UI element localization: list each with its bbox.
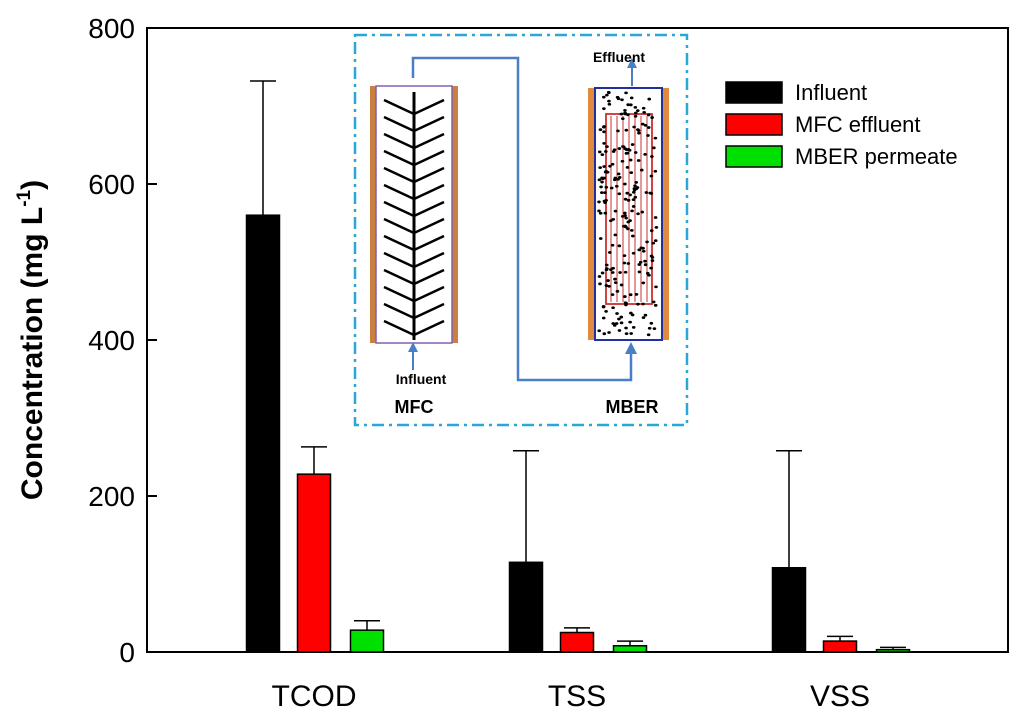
- legend-swatch: [725, 113, 783, 136]
- mfc-carbon-brush: [383, 92, 445, 340]
- y-tick-label: 600: [88, 169, 135, 200]
- category-label: VSS: [810, 680, 870, 713]
- y-tick-label: 800: [88, 13, 135, 44]
- mber-wall-right: [662, 88, 669, 340]
- inset-schematic: Effluent Influent MFC MBER: [353, 33, 689, 427]
- flow-arrow-head: [625, 342, 637, 354]
- y-axis-label: Concentration (mg L-1): [14, 180, 49, 500]
- y-tick-label: 0: [119, 637, 135, 668]
- legend-swatch: [725, 145, 783, 168]
- bar-mfc-effluent-tss: [559, 631, 595, 653]
- bar-mber-permeate-vss: [875, 648, 911, 653]
- legend-label: MFC effluent: [795, 112, 921, 137]
- legend: Influent MFC effluent MBER permeate: [725, 80, 958, 169]
- bars-group: [245, 80, 911, 653]
- bar-mber-permeate-tcod: [349, 629, 385, 653]
- category-label: TCOD: [272, 680, 357, 713]
- legend-swatch: [725, 81, 783, 104]
- mber-media-particles: [597, 90, 659, 337]
- mber-label: MBER: [606, 397, 659, 417]
- bar-influent-vss: [771, 567, 807, 653]
- effluent-arrow-head: [627, 58, 637, 68]
- y-tick-label: 200: [88, 481, 135, 512]
- influent-label: Influent: [396, 371, 447, 387]
- mfc-wall-right: [452, 86, 458, 343]
- flow-connector: [411, 56, 633, 382]
- mber-wall-left: [588, 88, 595, 340]
- category-label: TSS: [548, 680, 606, 713]
- effluent-label: Effluent: [593, 49, 645, 65]
- bar-mber-permeate-tss: [612, 645, 648, 653]
- bar-influent-tss: [508, 561, 544, 653]
- y-tick-label: 400: [88, 325, 135, 356]
- influent-arrow-head: [408, 342, 418, 352]
- bar-influent-tcod: [245, 214, 281, 653]
- bar-mfc-effluent-tcod: [296, 473, 332, 653]
- mfc-wall-left: [370, 86, 376, 343]
- category-labels: TCOD TSS VSS: [272, 680, 871, 713]
- bar-mfc-effluent-vss: [822, 640, 858, 653]
- mfc-label: MFC: [395, 397, 434, 417]
- legend-label: Influent: [795, 80, 867, 105]
- y-axis: 0 200 400 600 800: [88, 13, 157, 668]
- legend-label: MBER permeate: [795, 144, 958, 169]
